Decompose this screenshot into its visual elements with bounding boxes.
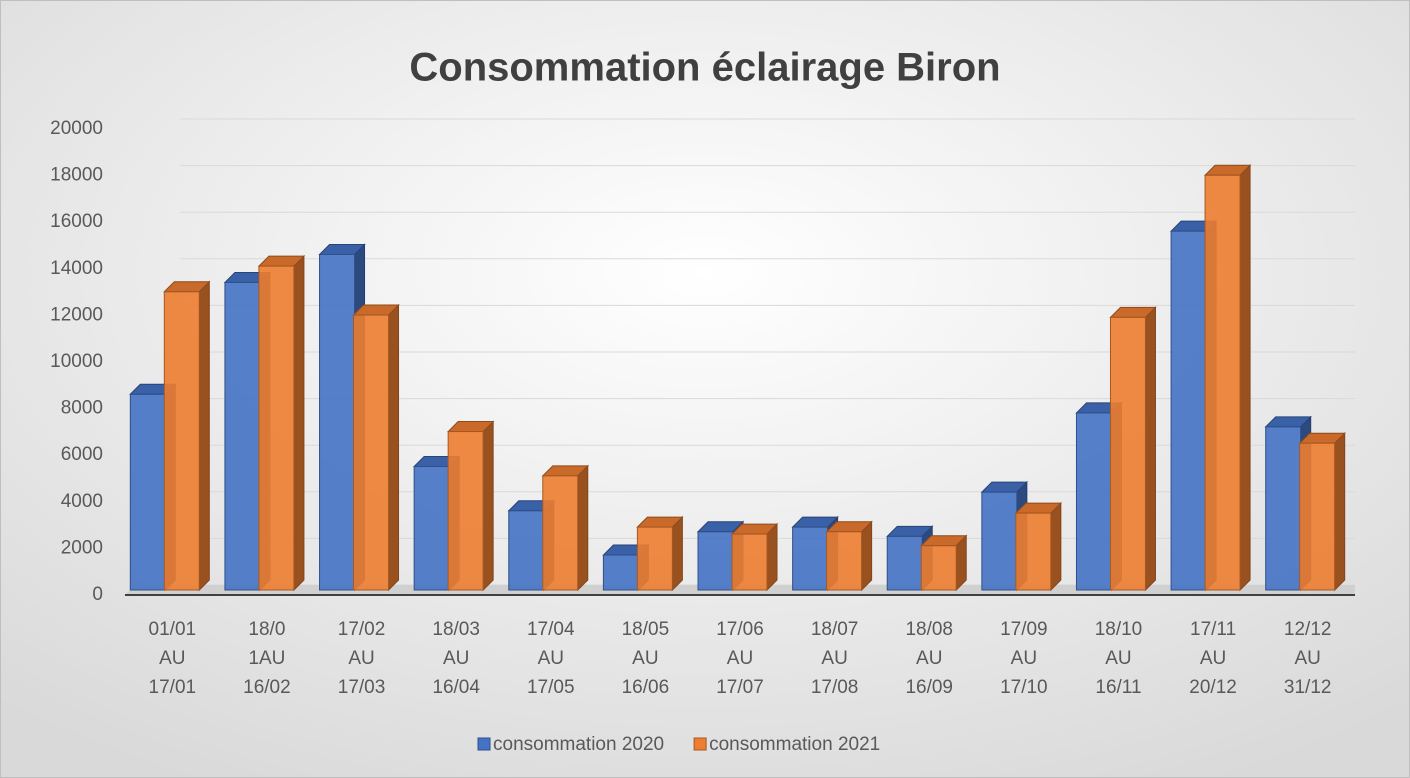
y-tick-label: 10000 bbox=[50, 351, 103, 372]
bar bbox=[1204, 174, 1241, 591]
bar-side bbox=[1144, 306, 1156, 592]
legend-label: consommation 2020 bbox=[493, 734, 664, 755]
bar bbox=[129, 393, 166, 591]
bar bbox=[413, 466, 450, 591]
bar-side bbox=[1239, 164, 1251, 592]
bar bbox=[1170, 230, 1207, 591]
bar bbox=[542, 475, 579, 591]
bar-side bbox=[482, 420, 494, 592]
bar bbox=[163, 291, 200, 591]
bar bbox=[1015, 512, 1052, 591]
bar bbox=[826, 531, 863, 591]
bar bbox=[792, 526, 829, 591]
bar bbox=[447, 431, 484, 591]
bar-side bbox=[1334, 432, 1346, 592]
x-tick-label: 18/0 1AU 16/02 bbox=[243, 619, 291, 698]
bar bbox=[886, 535, 923, 591]
legend-label: consommation 2021 bbox=[709, 734, 880, 755]
x-tick-label: 17/04 AU 17/05 bbox=[527, 619, 575, 698]
bar-side bbox=[577, 464, 589, 592]
y-tick-label: 6000 bbox=[61, 444, 103, 465]
y-tick-label: 2000 bbox=[61, 537, 103, 558]
bar bbox=[731, 533, 768, 591]
bar bbox=[981, 491, 1018, 591]
x-tick-label: 18/10 AU 16/11 bbox=[1095, 619, 1143, 698]
y-tick-label: 18000 bbox=[50, 165, 103, 186]
bar bbox=[602, 554, 639, 591]
bar-side bbox=[671, 515, 683, 592]
legend-swatch bbox=[477, 737, 491, 751]
bar bbox=[258, 265, 295, 591]
bar bbox=[1109, 316, 1146, 591]
x-tick-label: 18/05 AU 16/06 bbox=[622, 619, 670, 698]
y-tick-label: 8000 bbox=[61, 398, 103, 419]
x-tick-label: 12/12 AU 31/12 bbox=[1284, 619, 1332, 698]
y-tick-label: 0 bbox=[92, 584, 103, 605]
bar bbox=[636, 526, 673, 591]
bar-side bbox=[293, 254, 305, 592]
y-tick-label: 16000 bbox=[50, 211, 103, 232]
x-tick-label: 18/07 AU 17/08 bbox=[811, 619, 859, 698]
x-tick-label: 17/06 AU 17/07 bbox=[716, 619, 764, 698]
bar-side bbox=[861, 520, 873, 592]
y-tick-label: 4000 bbox=[61, 491, 103, 512]
bar bbox=[697, 531, 734, 591]
bar-side bbox=[388, 303, 400, 592]
x-tick-label: 17/11 AU 20/12 bbox=[1189, 619, 1237, 698]
y-tick-label: 12000 bbox=[50, 304, 103, 325]
y-tick-label: 20000 bbox=[50, 118, 103, 139]
chart-title: Consommation éclairage Biron bbox=[409, 46, 1000, 90]
bar-side bbox=[766, 522, 778, 592]
bar bbox=[508, 510, 545, 591]
bar-side bbox=[198, 280, 210, 592]
y-tick-label: 14000 bbox=[50, 258, 103, 279]
x-tick-label: 01/01 AU 17/01 bbox=[149, 619, 197, 698]
bar bbox=[920, 545, 957, 591]
bar-side bbox=[1050, 501, 1062, 592]
x-tick-label: 18/03 AU 16/04 bbox=[432, 619, 480, 698]
bar bbox=[319, 253, 356, 591]
legend-swatch bbox=[693, 737, 707, 751]
bar bbox=[1075, 412, 1112, 591]
x-tick-label: 17/09 AU 17/10 bbox=[1000, 619, 1048, 698]
bar bbox=[224, 281, 261, 591]
bar bbox=[353, 314, 390, 591]
x-tick-label: 18/08 AU 16/09 bbox=[905, 619, 953, 698]
bar bbox=[1299, 442, 1336, 591]
bar bbox=[1265, 426, 1302, 591]
x-tick-label: 17/02 AU 17/03 bbox=[338, 619, 386, 698]
